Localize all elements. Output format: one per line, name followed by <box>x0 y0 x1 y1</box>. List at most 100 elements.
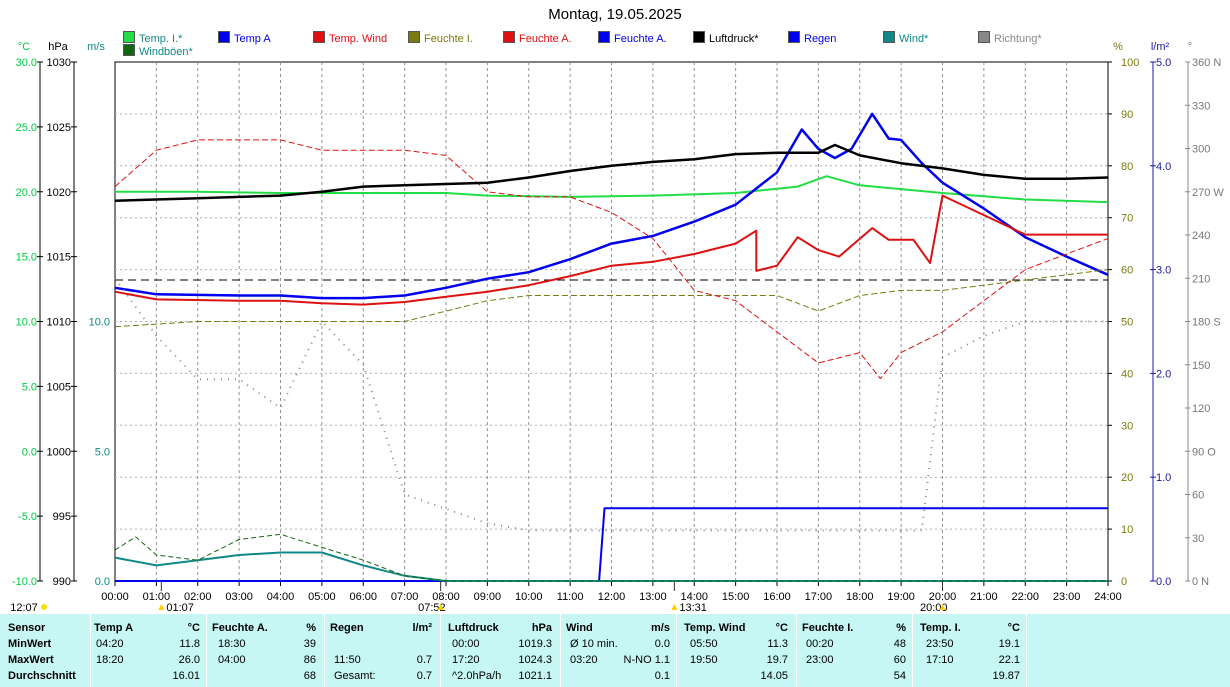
stats-cell: 11:50 <box>334 654 361 666</box>
stats-header: l/m² <box>412 622 432 634</box>
series-tempa <box>114 112 1109 300</box>
time-tick: 23:00 <box>1053 591 1081 603</box>
legend-swatch <box>883 31 895 43</box>
legend-label: Feuchte A. <box>519 33 572 45</box>
stats-header: °C <box>187 622 200 634</box>
stats-cell: 48 <box>893 638 906 650</box>
rain-tick: 5.0 <box>1156 57 1171 69</box>
hpa-tick: 1015 <box>47 252 71 264</box>
stats-cell: 22.1 <box>998 654 1020 666</box>
time-tick: 22:00 <box>1011 591 1039 603</box>
legend-item: Temp. Wind <box>313 31 387 45</box>
stats-header: % <box>896 622 906 634</box>
time-tick: 10:00 <box>515 591 543 603</box>
stats-header: Sensor <box>8 622 46 634</box>
sun-marker-icon <box>671 604 678 610</box>
stats-cell: 00:20 <box>806 638 834 650</box>
stats-cell: 03:20 <box>570 654 598 666</box>
ms-tick: 0.0 <box>95 576 110 588</box>
legend-item: Richtung* <box>978 31 1042 45</box>
legend-item: Temp A <box>218 31 271 45</box>
stats-cell: 11.8 <box>179 638 200 650</box>
sun-icon <box>41 604 47 610</box>
hpa-tick: 1010 <box>47 317 71 329</box>
time-tick: 01:00 <box>143 591 171 603</box>
legend-swatch <box>693 31 705 43</box>
sun-marker-icon <box>158 604 165 610</box>
series-wind <box>114 551 1108 582</box>
hpa-tick: 1025 <box>47 122 71 134</box>
series-windben <box>114 533 1108 582</box>
percent-tick: 20 <box>1121 472 1133 484</box>
unit-hpa: hPa <box>48 41 68 53</box>
legend-label: Feuchte A. <box>614 33 667 45</box>
sunrise-time: 12:07 <box>10 602 38 614</box>
celsius-tick: 25.0 <box>16 122 37 134</box>
stats-cell: 1024.3 <box>518 654 552 666</box>
stats-header: Regen <box>330 622 364 634</box>
dir-tick: 30 <box>1192 533 1204 545</box>
dir-tick: 240 <box>1192 230 1210 242</box>
stats-header: Wind <box>566 622 593 634</box>
stats-cell: 19.1 <box>998 638 1020 650</box>
stats-cell: 39 <box>303 638 316 650</box>
stats-divider <box>324 614 325 687</box>
stats-cell: Ø 10 min. <box>570 638 618 650</box>
series-regen <box>115 507 1108 582</box>
time-tick: 06:00 <box>349 591 377 603</box>
celsius-tick: -10.0 <box>12 576 37 588</box>
sun-marker-label: 07:52 <box>418 602 446 614</box>
percent-tick: 0 <box>1121 576 1127 588</box>
legend-label: Richtung* <box>994 33 1042 45</box>
legend-item: Feuchte I. <box>408 31 473 45</box>
rain-tick: 0.0 <box>1156 576 1171 588</box>
stats-divider <box>560 614 561 687</box>
legend-item: Feuchte A. <box>598 31 667 45</box>
time-tick: 16:00 <box>763 591 791 603</box>
legend-label: Temp. I.* <box>139 33 183 45</box>
percent-tick: 70 <box>1121 213 1133 225</box>
time-tick: 07:00 <box>391 591 419 603</box>
stats-divider <box>796 614 797 687</box>
stats-cell: 19:50 <box>690 654 718 666</box>
stats-cell: 11.3 <box>767 638 788 650</box>
stats-divider <box>206 614 207 687</box>
stats-header: % <box>306 622 316 634</box>
celsius-tick: 30.0 <box>16 57 37 69</box>
time-tick: 02:00 <box>184 591 212 603</box>
chart-title: Montag, 19.05.2025 <box>548 6 682 23</box>
percent-tick: 10 <box>1121 524 1133 536</box>
dir-tick: 120 <box>1192 403 1210 415</box>
time-tick: 24:00 <box>1094 591 1122 603</box>
stats-header: Temp. I. <box>920 622 961 634</box>
stats-header: Temp. Wind <box>684 622 746 634</box>
stats-header: Feuchte A. <box>212 622 268 634</box>
hpa-tick: 1030 <box>47 57 71 69</box>
legend-item: Wind* <box>883 31 928 45</box>
time-tick: 19:00 <box>887 591 915 603</box>
time-tick: 21:00 <box>970 591 998 603</box>
legend-swatch <box>123 31 135 43</box>
stats-cell: 26.0 <box>178 654 200 666</box>
dir-tick: 210 <box>1192 273 1210 285</box>
hpa-tick: 1005 <box>47 381 71 393</box>
stats-cell: 0.0 <box>654 638 670 650</box>
time-tick: 00:00 <box>101 591 129 603</box>
percent-tick: 90 <box>1121 109 1133 121</box>
series-feuchtea <box>114 139 1109 380</box>
stats-divider <box>90 614 91 687</box>
legend-swatch <box>503 31 515 43</box>
stats-cell: Gesamt: <box>334 670 376 682</box>
legend-item: Feuchte A. <box>503 31 572 45</box>
legend-item: Regen <box>788 31 836 45</box>
stats-cell: 1021.1 <box>518 670 552 682</box>
percent-tick: 50 <box>1121 317 1133 329</box>
time-tick: 09:00 <box>474 591 502 603</box>
legend-label: Luftdruck* <box>709 33 759 45</box>
stats-cell: 05:50 <box>690 638 718 650</box>
hpa-tick: 1000 <box>47 446 71 458</box>
stats-cell: 17:10 <box>926 654 954 666</box>
sun-marker-label: 13:31 <box>679 602 707 614</box>
stats-cell: 0.7 <box>416 654 432 666</box>
percent-tick: 40 <box>1121 368 1133 380</box>
